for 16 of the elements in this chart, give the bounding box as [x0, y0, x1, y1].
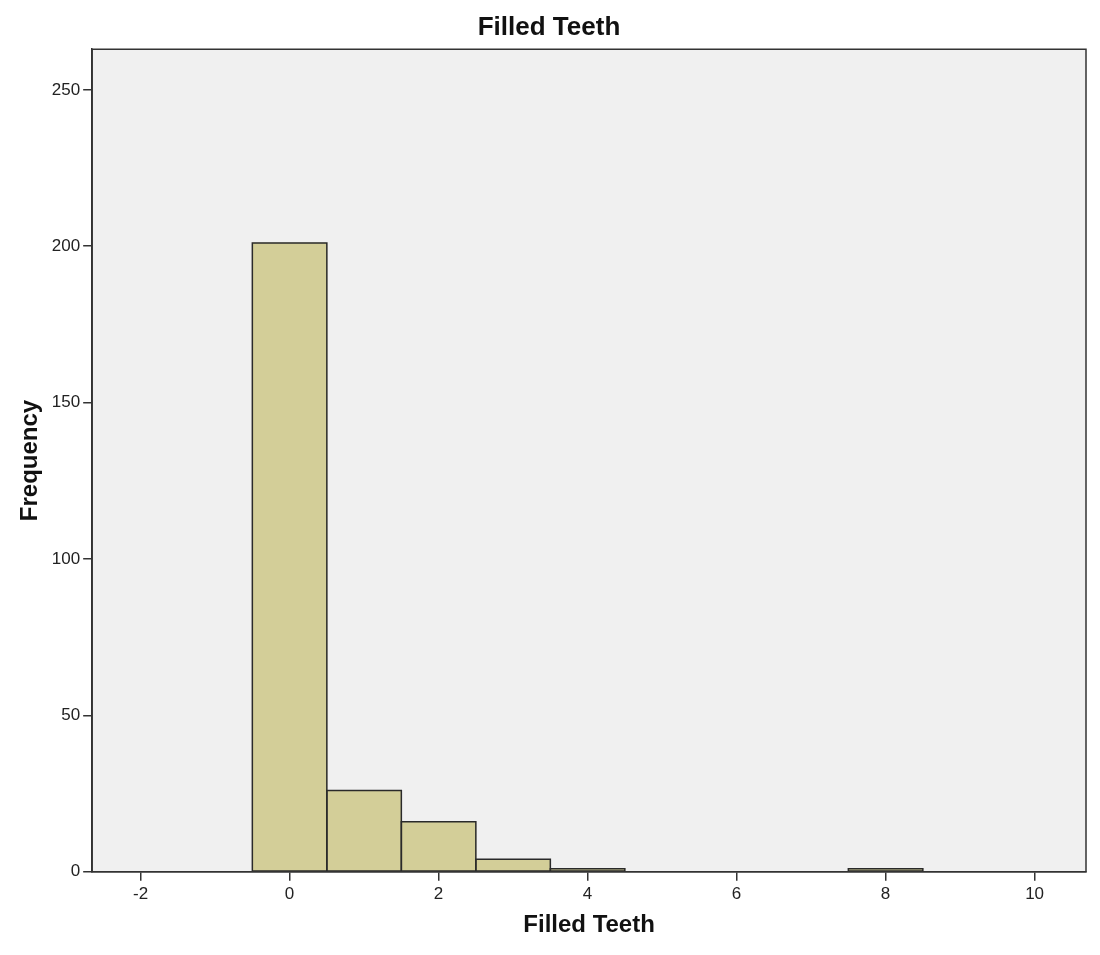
- x-tick-label: -2: [133, 883, 149, 903]
- y-tick-label: 250: [51, 79, 81, 99]
- x-tick-label: 10: [1025, 883, 1045, 903]
- chart-title: Filled Teeth: [477, 10, 621, 41]
- y-tick-label: 100: [51, 548, 81, 568]
- x-tick-label: 0: [284, 883, 295, 903]
- y-tick-label: 50: [61, 705, 81, 725]
- x-tick-label: 4: [582, 883, 593, 903]
- x-tick-label: 8: [880, 883, 891, 903]
- y-axis-title: Frequency: [15, 399, 43, 522]
- x-tick-label: 2: [433, 883, 444, 903]
- x-axis-title: Filled Teeth: [523, 910, 655, 938]
- y-tick-label: 0: [70, 861, 81, 881]
- x-tick-label: 6: [731, 883, 742, 903]
- y-tick-label: 200: [51, 235, 81, 255]
- y-tick-label: 150: [51, 392, 81, 412]
